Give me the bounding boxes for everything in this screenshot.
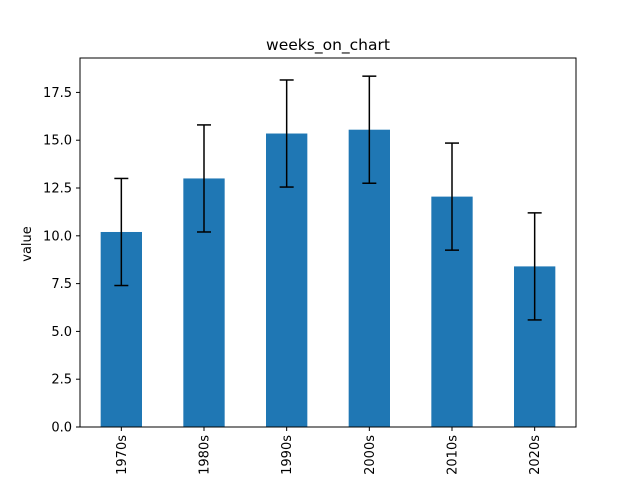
error-bars-group [114, 75, 542, 321]
y-axis: 0.0 2.5 5.0 7.5 10.0 12.5 15.0 17.5 [43, 86, 80, 436]
plot-frame [79, 57, 577, 428]
y-tick-label-5.0: 5.0 [51, 325, 72, 340]
error-bar-1990s [279, 79, 294, 188]
error-bar-2000s [362, 75, 377, 184]
x-tick-label-2000s: 2000s [363, 435, 378, 475]
error-bar-1980s [197, 124, 211, 233]
y-tick-label-12.5: 12.5 [43, 182, 72, 197]
y-tick-label-0.0: 0.0 [51, 421, 72, 436]
y-tick-label-7.5: 7.5 [51, 277, 72, 292]
error-bar-2020s [527, 212, 542, 321]
y-axis-label: value [20, 226, 35, 262]
x-tick-label-1990s: 1990s [280, 435, 295, 475]
y-tick-label-10.0: 10.0 [43, 229, 72, 244]
x-tick-label-1980s: 1980s [198, 435, 213, 475]
x-tick-label-2020s: 2020s [528, 435, 543, 475]
x-tick-label-1970s: 1970s [115, 435, 130, 475]
x-axis: 1970s 1980s 1990s 2000s 2010s 2020s [115, 427, 543, 475]
y-tick-label-15.0: 15.0 [43, 134, 72, 149]
y-tick-label-2.5: 2.5 [51, 373, 72, 388]
error-bar-1970s [114, 177, 129, 287]
y-tick-label-17.5: 17.5 [43, 86, 72, 101]
x-tick-label-2010s: 2010s [446, 435, 461, 475]
chart-title: weeks_on_chart [266, 36, 390, 55]
error-bar-2010s [445, 142, 459, 251]
